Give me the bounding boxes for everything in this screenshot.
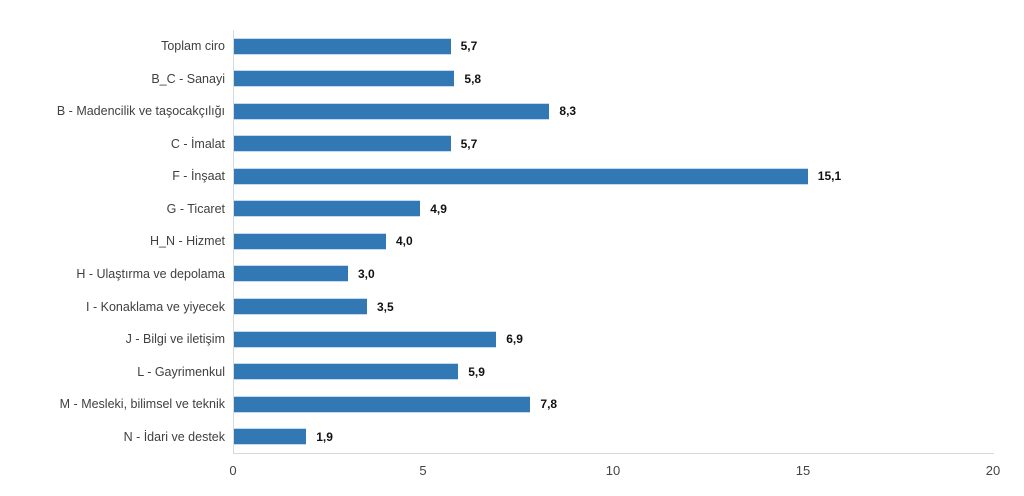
- x-tick-label: 5: [419, 463, 427, 478]
- bar-row: 5,9: [234, 355, 994, 388]
- category-row: F - İnşaat: [0, 160, 225, 193]
- category-label: H_N - Hizmet: [149, 234, 225, 249]
- value-label: 15,1: [817, 169, 842, 184]
- category-label: F - İnşaat: [172, 169, 225, 184]
- value-label: 5,8: [464, 71, 482, 86]
- bar: [234, 364, 459, 380]
- bar-row: 15,1: [234, 160, 994, 193]
- category-row: H_N - Hizmet: [0, 225, 225, 258]
- value-label: 3,5: [377, 299, 394, 314]
- category-row: M - Mesleki, bilimsel ve teknik: [0, 388, 225, 421]
- category-label: B - Madencilik ve taşocakçılığı: [56, 104, 225, 119]
- category-label: L - Gayrimenkul: [137, 364, 225, 379]
- plot-area: 5,7 5,8 8,3 5,7 15,1 4,9 4,0 3,0 3,5 6,9 5,9 7,8 1,9: [233, 30, 994, 454]
- bar-row: 1,9: [234, 420, 994, 453]
- category-label: J - Bilgi ve iletişim: [125, 332, 225, 347]
- bar-row: 4,9: [234, 193, 994, 226]
- category-label: B_C - Sanayi: [151, 71, 225, 86]
- bar-row: 5,8: [234, 63, 994, 96]
- category-row: J - Bilgi ve iletişim: [0, 323, 225, 356]
- value-label: 7,8: [540, 397, 558, 412]
- category-label: Toplam ciro: [161, 39, 225, 54]
- x-tick-label: 20: [985, 463, 1001, 478]
- bar: [234, 136, 451, 152]
- bar: [234, 429, 307, 445]
- value-label: 6,9: [506, 332, 523, 347]
- value-label: 5,7: [460, 39, 478, 54]
- category-row: L - Gayrimenkul: [0, 355, 225, 388]
- category-label: N - İdari ve destek: [123, 429, 225, 444]
- category-label: I - Konaklama ve yiyecek: [86, 299, 225, 314]
- category-row: N - İdari ve destek: [0, 420, 225, 453]
- value-label: 3,0: [358, 266, 375, 281]
- bar: [234, 266, 348, 282]
- value-label: 1,9: [316, 429, 333, 444]
- category-row: B - Madencilik ve taşocakçılığı: [0, 95, 225, 128]
- category-row: H - Ulaştırma ve depolama: [0, 258, 225, 291]
- bar: [234, 103, 550, 119]
- bar-row: 3,0: [234, 258, 994, 291]
- bar-row: 5,7: [234, 128, 994, 161]
- category-label: C - İmalat: [170, 136, 225, 151]
- x-axis-ticks: 0 5 10 15 20: [0, 463, 1024, 485]
- bar: [234, 396, 531, 412]
- category-label: G - Ticaret: [166, 201, 225, 216]
- bar: [234, 233, 386, 249]
- category-row: I - Konaklama ve yiyecek: [0, 290, 225, 323]
- bar-row: 5,7: [234, 30, 994, 63]
- category-label: M - Mesleki, bilimsel ve teknik: [59, 397, 225, 412]
- category-axis: Toplam ciro B_C - Sanayi B - Madencilik ve…: [0, 30, 225, 453]
- bar-row: 4,0: [234, 225, 994, 258]
- bar: [234, 299, 367, 315]
- bar: [234, 331, 497, 347]
- bar-row: 8,3: [234, 95, 994, 128]
- x-tick-label: 10: [605, 463, 621, 478]
- bar: [234, 38, 451, 54]
- value-label: 5,9: [468, 364, 485, 379]
- value-label: 4,9: [430, 201, 447, 216]
- x-tick-label: 0: [229, 463, 237, 478]
- bar: [234, 168, 808, 184]
- value-label: 5,7: [460, 136, 478, 151]
- category-row: B_C - Sanayi: [0, 63, 225, 96]
- x-tick-label: 15: [795, 463, 811, 478]
- category-row: C - İmalat: [0, 128, 225, 161]
- bar: [234, 201, 421, 217]
- bar-row: 6,9: [234, 323, 994, 356]
- category-label: H - Ulaştırma ve depolama: [76, 266, 225, 281]
- value-label: 4,0: [396, 234, 413, 249]
- bar-row: 3,5: [234, 290, 994, 323]
- bar: [234, 71, 455, 87]
- bar-row: 7,8: [234, 388, 994, 421]
- category-row: G - Ticaret: [0, 193, 225, 226]
- category-row: Toplam ciro: [0, 30, 225, 63]
- value-label: 8,3: [559, 104, 577, 119]
